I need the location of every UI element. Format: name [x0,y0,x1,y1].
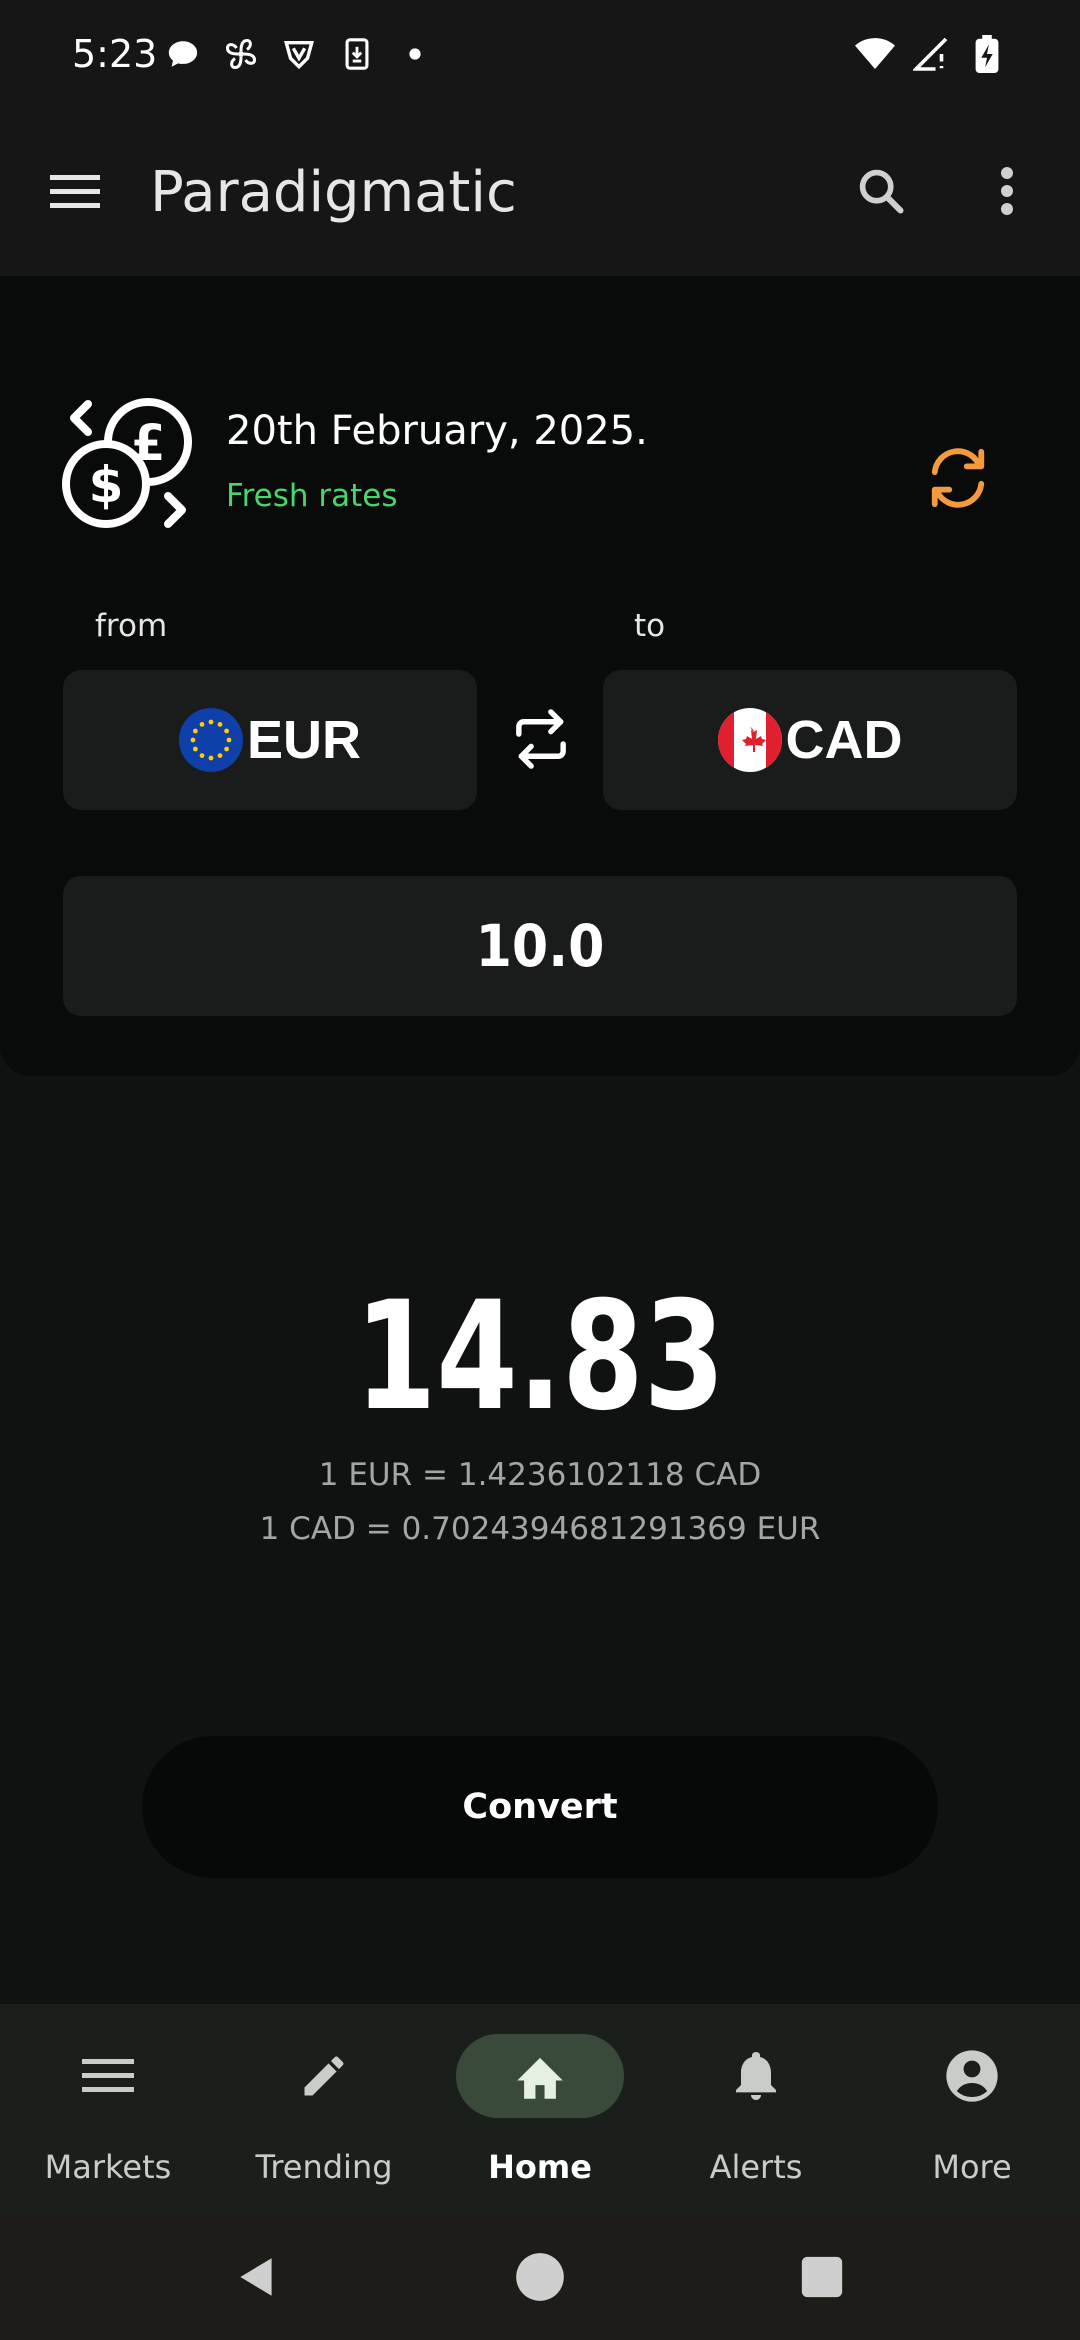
status-time: 5:23 [72,32,158,76]
bottom-navigation: Markets Trending Home Alerts More [0,2004,1080,2214]
back-button[interactable] [224,2244,290,2310]
nav-label-markets: Markets [44,2148,172,2186]
fan-icon [220,33,262,75]
from-label: from [95,608,168,644]
search-button[interactable] [846,156,916,226]
download-phone-icon [336,33,378,75]
rates-date: 20th February, 2025. [226,408,648,454]
to-label: to [634,608,666,644]
account-icon [946,2050,998,2102]
eu-flag-icon [178,708,243,772]
convert-button[interactable]: Convert [142,1736,938,1878]
wifi-icon [854,33,896,75]
status-bar: 5:23 [0,0,1080,110]
refresh-rates-button[interactable] [910,430,1006,526]
currency-exchange-logo-icon: £ $ [60,396,196,532]
search-icon [859,169,904,214]
shield-v-icon [278,33,320,75]
signal-icon [910,33,952,75]
hamburger-icon [50,175,100,208]
home-system-button[interactable] [507,2244,573,2310]
converted-result: 14.83 [354,1270,726,1444]
home-icon [517,2057,563,2099]
recents-button[interactable] [789,2244,855,2310]
nav-item-trending[interactable]: Trending [216,2004,432,2214]
status-icons-left [162,32,436,76]
nav-label-alerts: Alerts [709,2148,803,2186]
nav-item-more[interactable]: More [864,2004,1080,2214]
recents-square-icon [801,2256,843,2298]
app-bar: Paradigmatic [0,110,1080,276]
back-triangle-icon [240,2258,272,2296]
nav-label-home: Home [488,2148,592,2186]
system-navigation-bar [0,2214,1080,2340]
dot-icon [394,33,436,75]
chat-bubble-icon [162,33,204,75]
svg-text:$: $ [89,456,124,514]
to-currency-selector[interactable]: CAD [603,670,1017,810]
nav-item-markets[interactable]: Markets [0,2004,216,2214]
rates-status: Fresh rates [226,478,398,514]
nav-item-alerts[interactable]: Alerts [648,2004,864,2214]
rate-reverse: 1 CAD = 0.7024394681291369 EUR [259,1511,821,1547]
rate-forward: 1 EUR = 1.4236102118 CAD [318,1457,762,1493]
list-icon [82,2059,134,2092]
home-circle-icon [516,2253,564,2301]
from-currency-code: EUR [246,710,361,770]
amount-input[interactable] [63,876,1017,1016]
refresh-icon [931,448,985,508]
nav-label-more: More [932,2148,1012,2186]
battery-charging-icon [966,33,1008,75]
from-currency-selector[interactable]: EUR [63,670,477,810]
status-icons-right [854,32,1008,76]
swap-arrows-icon [516,709,566,769]
pencil-icon [304,2056,344,2096]
swap-currencies-button[interactable] [498,696,584,782]
nav-item-home[interactable]: Home [432,2004,648,2214]
bell-icon [736,2052,776,2100]
converter-card: £ $ 20th February, 2025. Fresh rates fro… [0,276,1080,1076]
app-title: Paradigmatic [150,160,517,225]
to-currency-code: CAD [785,710,903,770]
more-vert-icon [1001,167,1013,215]
nav-label-trending: Trending [255,2148,393,2186]
menu-button[interactable] [40,156,110,226]
canada-flag-icon [717,708,782,772]
overflow-menu-button[interactable] [972,156,1042,226]
